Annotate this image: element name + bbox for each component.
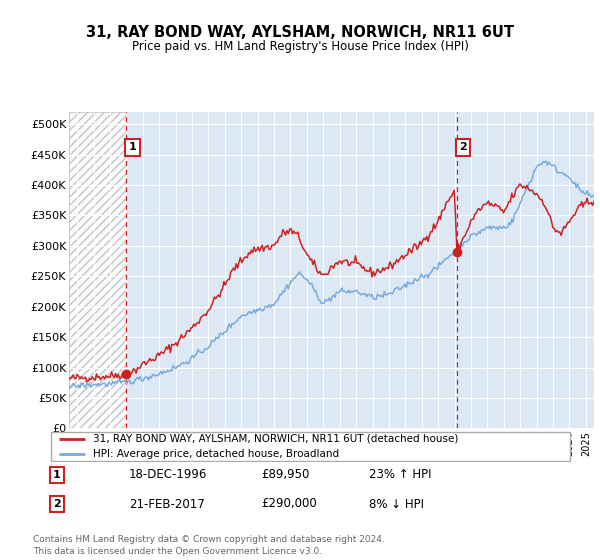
FancyBboxPatch shape — [50, 432, 571, 461]
Text: 2: 2 — [460, 142, 467, 152]
Text: 8% ↓ HPI: 8% ↓ HPI — [369, 497, 424, 511]
Text: 1: 1 — [128, 142, 136, 152]
Text: 18-DEC-1996: 18-DEC-1996 — [129, 468, 208, 482]
Text: HPI: Average price, detached house, Broadland: HPI: Average price, detached house, Broa… — [92, 449, 339, 459]
Text: 2: 2 — [53, 499, 61, 509]
Text: 31, RAY BOND WAY, AYLSHAM, NORWICH, NR11 6UT: 31, RAY BOND WAY, AYLSHAM, NORWICH, NR11… — [86, 25, 514, 40]
Text: £290,000: £290,000 — [261, 497, 317, 511]
Text: Contains HM Land Registry data © Crown copyright and database right 2024.
This d: Contains HM Land Registry data © Crown c… — [33, 535, 385, 556]
Text: £89,950: £89,950 — [261, 468, 310, 482]
Text: 1: 1 — [53, 470, 61, 480]
Text: 21-FEB-2017: 21-FEB-2017 — [129, 497, 205, 511]
Text: 23% ↑ HPI: 23% ↑ HPI — [369, 468, 431, 482]
Text: 31, RAY BOND WAY, AYLSHAM, NORWICH, NR11 6UT (detached house): 31, RAY BOND WAY, AYLSHAM, NORWICH, NR11… — [92, 434, 458, 444]
Bar — [69, 112, 126, 428]
Text: Price paid vs. HM Land Registry's House Price Index (HPI): Price paid vs. HM Land Registry's House … — [131, 40, 469, 53]
